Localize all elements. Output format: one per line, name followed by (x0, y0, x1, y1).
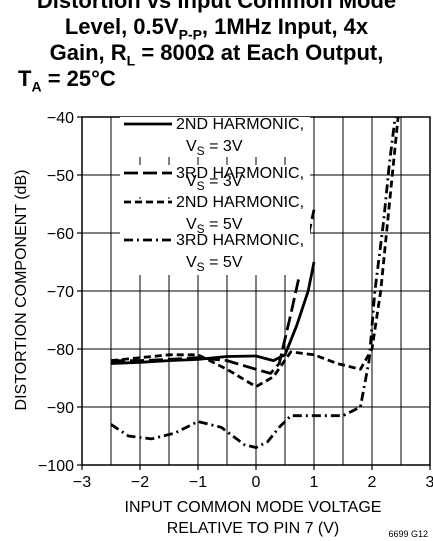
x-tick-label: 0 (252, 474, 261, 491)
y-tick-label: −40 (47, 110, 74, 127)
legend-label-2: 3RD HARMONIC, (176, 165, 304, 182)
legend-sublabel-3: VS = 5V (186, 216, 243, 236)
series-line-2 (111, 209, 316, 375)
x-tick-label: 2 (368, 474, 377, 491)
legend-entry-background (120, 165, 310, 197)
chart-title-line-1: Distortion vs Input Common Mode (36, 0, 397, 13)
legend-sublabel-4: VS = 5V (186, 254, 243, 274)
legend-sublabel-2: VS = 3V (186, 173, 243, 193)
chart-title-line-3: Gain, RL = 800Ω at Each Output, (49, 40, 384, 69)
x-tick-label: −3 (73, 474, 91, 491)
x-axis-label-line-2: RELATIVE TO PIN 7 (V) (167, 520, 340, 537)
legend-entry-background (120, 237, 310, 275)
legend-label-1: 2ND HARMONIC, (176, 116, 304, 133)
legend-sublabel-1: VS = 3V (186, 138, 243, 158)
x-axis-label-line-1: INPUT COMMON MODE VOLTAGE (125, 499, 382, 516)
x-tick-labels: −3 −2 −1 0 1 2 3 (73, 474, 433, 491)
chart-title-line-2: Level, 0.5VP-P, 1MHz Input, 4x (64, 14, 369, 43)
series-line-3 (110, 116, 400, 389)
y-axis-label: DISTORTION COMPONENT (dB) (13, 170, 30, 411)
series-layer (110, 116, 400, 449)
y-tick-label: −50 (47, 168, 74, 185)
y-tick-label: −60 (47, 226, 74, 243)
legend-label-3: 2ND HARMONIC, (176, 194, 304, 211)
y-tick-label: −100 (38, 458, 74, 475)
x-tick-label: 1 (310, 474, 319, 491)
y-tick-labels: −100 −90 −80 −70 −60 −50 −40 (38, 110, 74, 475)
x-tick-label: −1 (189, 474, 207, 491)
x-tick-label: 3 (426, 474, 433, 491)
y-tick-label: −90 (47, 400, 74, 417)
chart-title-line-4: TA = 25°C (18, 66, 116, 95)
series-line-4 (110, 116, 397, 449)
legend-entry-background (120, 199, 310, 237)
y-tick-label: −80 (47, 342, 74, 359)
x-tick-label: −2 (131, 474, 149, 491)
y-tick-label: −70 (47, 284, 74, 301)
legend-label-4: 3RD HARMONIC, (176, 232, 304, 249)
figure-code: 6699 G12 (388, 529, 428, 539)
